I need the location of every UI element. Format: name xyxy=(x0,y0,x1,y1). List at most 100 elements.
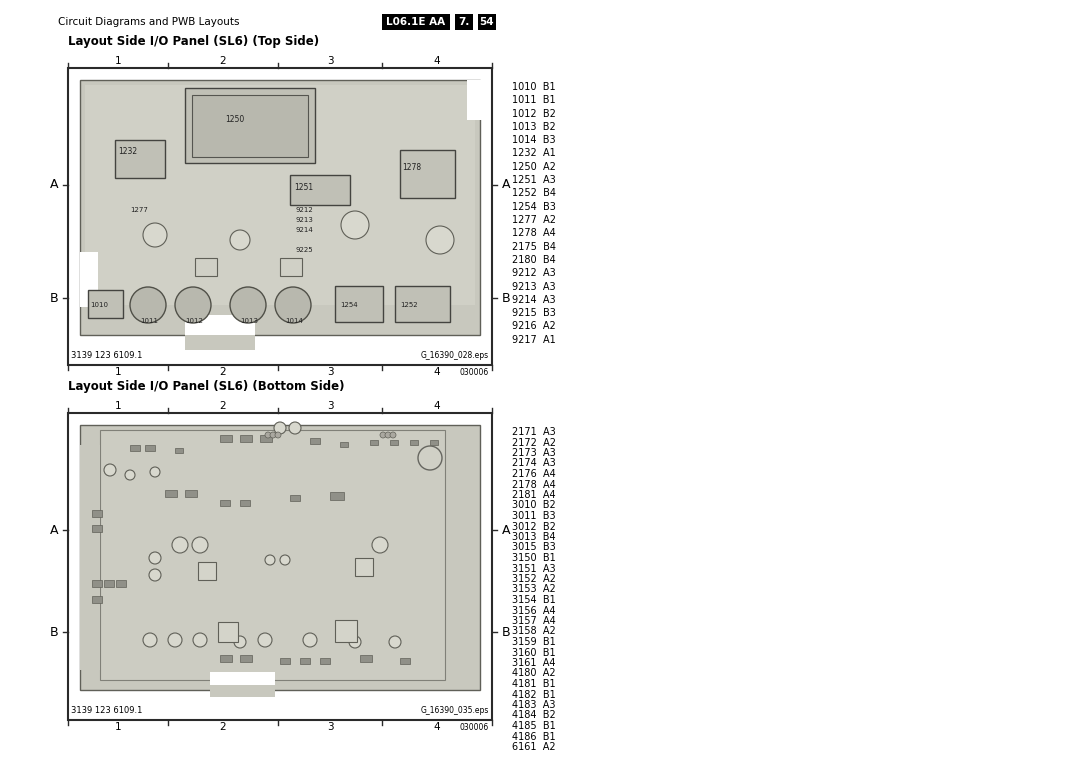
Circle shape xyxy=(230,287,266,323)
Bar xyxy=(382,14,450,30)
Text: 4180  A2: 4180 A2 xyxy=(512,668,555,678)
Bar xyxy=(320,658,330,664)
Text: 9225: 9225 xyxy=(295,247,312,253)
Circle shape xyxy=(193,633,207,647)
Text: 2178  A4: 2178 A4 xyxy=(512,479,556,490)
Text: 2173  A3: 2173 A3 xyxy=(512,448,556,458)
Bar xyxy=(80,425,480,690)
Text: 54: 54 xyxy=(480,17,495,27)
Text: 3015  B3: 3015 B3 xyxy=(512,542,556,552)
Text: 1014  B3: 1014 B3 xyxy=(512,135,555,145)
Circle shape xyxy=(289,422,301,434)
Bar xyxy=(87,290,123,318)
Bar xyxy=(80,445,100,670)
Text: 3153  A2: 3153 A2 xyxy=(512,584,556,594)
Text: A: A xyxy=(502,523,510,536)
Circle shape xyxy=(143,633,157,647)
Text: A: A xyxy=(50,523,58,536)
Bar xyxy=(92,580,102,587)
Text: 9216  A2: 9216 A2 xyxy=(512,321,556,331)
Circle shape xyxy=(149,552,161,564)
Text: 9212: 9212 xyxy=(295,207,313,213)
Bar xyxy=(198,562,216,580)
Text: 3011  B3: 3011 B3 xyxy=(512,511,555,521)
Text: 1: 1 xyxy=(114,56,121,66)
Bar xyxy=(165,490,177,497)
Text: 1278  A4: 1278 A4 xyxy=(512,228,556,238)
Text: 4: 4 xyxy=(434,56,441,66)
Text: 1013: 1013 xyxy=(240,318,258,324)
Text: 9213  A3: 9213 A3 xyxy=(512,282,555,291)
Bar xyxy=(240,655,252,662)
Text: 3154  B1: 3154 B1 xyxy=(512,595,556,605)
Text: 3012  B2: 3012 B2 xyxy=(512,521,556,532)
Text: 9214  A3: 9214 A3 xyxy=(512,295,555,304)
Bar xyxy=(92,525,102,532)
Text: 2181  A4: 2181 A4 xyxy=(512,490,555,500)
Bar xyxy=(114,140,165,178)
Bar xyxy=(185,315,255,345)
Text: 3161  A4: 3161 A4 xyxy=(512,658,555,668)
Text: 3139 123 6109.1: 3139 123 6109.1 xyxy=(71,706,143,715)
Text: 030006: 030006 xyxy=(460,723,489,732)
Text: 1250: 1250 xyxy=(225,115,244,124)
Bar xyxy=(185,335,255,350)
Text: 4186  B1: 4186 B1 xyxy=(512,732,555,742)
Bar xyxy=(330,492,345,500)
Circle shape xyxy=(274,422,286,434)
Text: 1252: 1252 xyxy=(400,302,418,308)
Text: 3139 123 6109.1: 3139 123 6109.1 xyxy=(71,351,143,360)
Text: 6161  A2: 6161 A2 xyxy=(512,742,555,752)
Bar xyxy=(240,435,252,442)
Text: 9212  A3: 9212 A3 xyxy=(512,269,556,278)
Bar xyxy=(280,658,291,664)
Text: 2174  A3: 2174 A3 xyxy=(512,459,556,468)
Text: 4183  A3: 4183 A3 xyxy=(512,700,555,710)
Bar xyxy=(175,448,183,453)
Text: 3157  A4: 3157 A4 xyxy=(512,616,556,626)
Text: 1012  B2: 1012 B2 xyxy=(512,108,556,118)
Text: Layout Side I/O Panel (SL6) (Bottom Side): Layout Side I/O Panel (SL6) (Bottom Side… xyxy=(68,380,345,393)
Bar xyxy=(100,430,445,680)
Text: 4: 4 xyxy=(434,367,441,377)
Text: 1232  A1: 1232 A1 xyxy=(512,149,556,159)
Circle shape xyxy=(418,446,442,470)
Text: 1013  B2: 1013 B2 xyxy=(512,122,556,132)
Text: 1251  A3: 1251 A3 xyxy=(512,175,556,185)
Text: 3151  A3: 3151 A3 xyxy=(512,564,555,574)
Bar xyxy=(370,440,378,445)
Text: 9215  B3: 9215 B3 xyxy=(512,308,556,318)
Bar xyxy=(310,438,320,444)
Bar xyxy=(220,435,232,442)
Text: 1: 1 xyxy=(114,401,121,411)
Bar xyxy=(130,445,140,451)
Bar xyxy=(92,596,102,603)
Circle shape xyxy=(143,223,167,247)
Text: 1278: 1278 xyxy=(402,163,421,172)
Circle shape xyxy=(341,211,369,239)
Bar xyxy=(355,558,373,576)
Bar xyxy=(210,672,275,697)
Text: 1012: 1012 xyxy=(185,318,203,324)
Text: 3152  A2: 3152 A2 xyxy=(512,574,556,584)
Text: 3: 3 xyxy=(326,56,334,66)
Circle shape xyxy=(389,636,401,648)
Text: 2180  B4: 2180 B4 xyxy=(512,255,556,265)
Bar xyxy=(185,490,197,497)
Circle shape xyxy=(150,467,160,477)
Text: 2: 2 xyxy=(219,722,227,732)
Text: L06.1E AA: L06.1E AA xyxy=(387,17,446,27)
Text: G_16390_028.eps: G_16390_028.eps xyxy=(421,351,489,360)
Bar xyxy=(185,88,315,163)
Text: 1: 1 xyxy=(114,722,121,732)
Circle shape xyxy=(258,633,272,647)
Text: 1011: 1011 xyxy=(140,318,158,324)
Text: A: A xyxy=(50,179,58,192)
Text: A: A xyxy=(502,179,510,192)
Text: 3150  B1: 3150 B1 xyxy=(512,553,556,563)
Bar xyxy=(300,658,310,664)
Bar xyxy=(85,85,475,305)
Bar xyxy=(390,440,399,445)
Circle shape xyxy=(275,287,311,323)
Bar xyxy=(104,580,114,587)
